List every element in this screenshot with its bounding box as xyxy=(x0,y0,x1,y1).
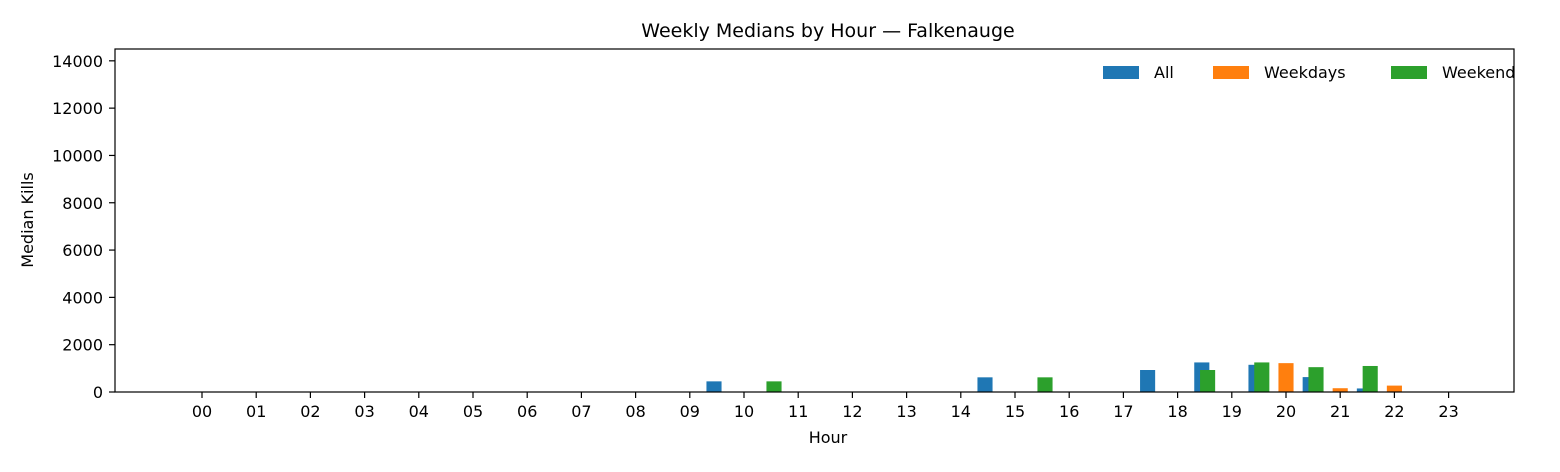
bar-weekdays-21 xyxy=(1332,388,1348,392)
bar-weekend-10 xyxy=(766,381,782,392)
x-tick-label: 21 xyxy=(1330,402,1350,421)
x-tick-label: 06 xyxy=(517,402,537,421)
x-tick-label: 03 xyxy=(354,402,374,421)
legend-label-weekdays: Weekdays xyxy=(1264,63,1346,82)
y-axis: 0 2000 4000 6000 8000 10000 12000 14000 xyxy=(52,52,115,402)
chart-title: Weekly Medians by Hour — Falkenauge xyxy=(641,20,1014,42)
x-tick-label: 23 xyxy=(1438,402,1458,421)
y-tick-label: 14000 xyxy=(52,52,103,71)
x-tick-label: 16 xyxy=(1059,402,1079,421)
x-tick-label: 17 xyxy=(1113,402,1133,421)
bar-weekdays-22 xyxy=(1386,385,1402,392)
bar-weekend-18 xyxy=(1200,370,1216,392)
x-tick-label: 14 xyxy=(951,402,971,421)
bar-all-15 xyxy=(977,377,993,392)
x-tick-label: 20 xyxy=(1276,402,1296,421)
x-tick-label: 05 xyxy=(463,402,483,421)
legend-swatch-weekend xyxy=(1391,66,1427,79)
x-tick-label: 01 xyxy=(246,402,266,421)
y-tick-label: 2000 xyxy=(62,336,103,355)
y-tick-label: 10000 xyxy=(52,146,103,165)
x-tick-label: 09 xyxy=(680,402,700,421)
y-tick-label: 8000 xyxy=(62,194,103,213)
x-tick-label: 11 xyxy=(788,402,808,421)
y-axis-label: Median Kills xyxy=(18,172,37,267)
legend-label-all: All xyxy=(1154,63,1174,82)
plot-frame xyxy=(114,48,1515,393)
x-tick-label: 19 xyxy=(1222,402,1242,421)
legend-swatch-weekdays xyxy=(1213,66,1249,79)
x-tick-label: 08 xyxy=(625,402,645,421)
x-tick-label: 10 xyxy=(734,402,754,421)
bar-weekend-19 xyxy=(1254,362,1270,392)
bar-weekend-21 xyxy=(1362,365,1378,392)
bar-weekend-20 xyxy=(1308,367,1324,392)
bar-weekend-15 xyxy=(1037,377,1053,392)
legend-swatch-all xyxy=(1103,66,1139,79)
x-tick-label: 13 xyxy=(896,402,916,421)
legend: All Weekdays Weekend xyxy=(1103,63,1515,82)
y-tick-label: 4000 xyxy=(62,288,103,307)
y-tick-label: 6000 xyxy=(62,241,103,260)
bar-weekdays-20 xyxy=(1278,363,1294,392)
x-tick-label: 18 xyxy=(1167,402,1187,421)
x-tick-label: 02 xyxy=(300,402,320,421)
x-axis: 00 01 02 03 04 05 06 07 08 09 10 11 12 13 14 15 16 17 18 19… xyxy=(192,392,1459,421)
y-tick-label: 12000 xyxy=(52,99,103,118)
x-axis-label: Hour xyxy=(809,428,848,447)
y-tick-label: 0 xyxy=(93,383,103,402)
x-tick-label: 07 xyxy=(571,402,591,421)
x-tick-label: 00 xyxy=(192,402,212,421)
x-tick-label: 04 xyxy=(409,402,429,421)
x-tick-label: 22 xyxy=(1384,402,1404,421)
x-tick-label: 12 xyxy=(842,402,862,421)
legend-label-weekend: Weekend xyxy=(1442,63,1515,82)
x-tick-label: 15 xyxy=(1005,402,1025,421)
bar-all-10 xyxy=(706,381,722,392)
bars-layer xyxy=(706,362,1402,392)
bar-all-18 xyxy=(1140,370,1156,392)
